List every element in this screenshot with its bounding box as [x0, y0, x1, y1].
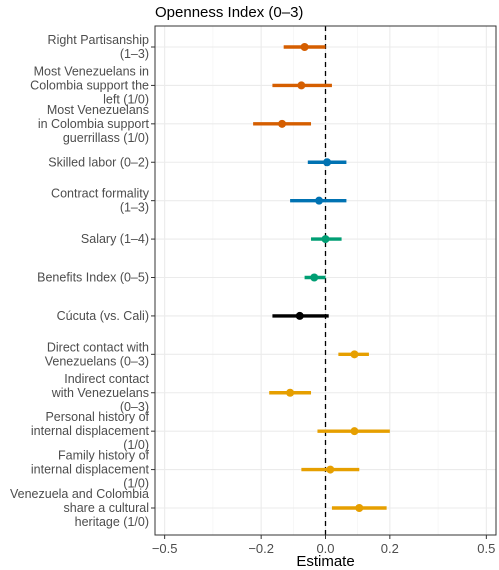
y-category-label-line: Cúcuta (vs. Cali) [57, 309, 149, 323]
y-category-label-line: (1/0) [123, 438, 149, 452]
x-axis: −0.5 −0.2 0.0 0.2 0.5 [152, 535, 495, 556]
y-category-label: Cúcuta (vs. Cali) [57, 309, 149, 323]
y-category-label-line: (1/0) [123, 477, 149, 491]
y-category-label-line: Colombia support the [30, 78, 149, 92]
y-category-label: Contract formality (1–3) [51, 187, 150, 215]
y-category-label-line: Venezuela and Colombia [10, 487, 149, 501]
y-category-label: Skilled labor (0–2) [48, 155, 149, 169]
y-category-label-line: guerrillass (1/0) [63, 131, 149, 145]
point-estimate [300, 43, 309, 51]
point-estimate [355, 504, 364, 512]
y-category-label: Right Partisanship (1–3) [48, 33, 149, 61]
point-estimate [321, 235, 330, 244]
point-estimate [326, 465, 335, 474]
x-tick-label: 0.2 [381, 541, 399, 556]
point-estimate [295, 311, 304, 320]
y-category-label-line: in Colombia support [38, 117, 150, 131]
point-estimate [286, 388, 295, 397]
y-category-label-line: internal displacement [31, 463, 150, 477]
y-category-label: Family history of internal displacement (1… [31, 449, 150, 491]
y-category-label: Direct contact with Venezuelans (0–3) [45, 340, 149, 368]
y-category-label-line: share a cultural [64, 501, 149, 515]
point-estimate [310, 273, 319, 282]
y-category-label-line: Skilled labor (0–2) [48, 155, 149, 169]
y-category-label-line: with Venezuelans [51, 386, 149, 400]
chart-title: Openness Index (0–3) [155, 4, 303, 21]
coefficient-series [253, 43, 390, 512]
y-category-label-line: Personal history of [45, 410, 149, 424]
y-category-label: Personal history of internal displacement… [31, 410, 150, 452]
y-category-label-line: Indirect contact [64, 372, 149, 386]
y-category-label-line: Contract formality [51, 187, 150, 201]
point-estimate [315, 196, 324, 205]
point-estimate [323, 158, 332, 167]
y-category-label-line: Most Venezuelans in [34, 64, 149, 78]
x-tick-label: 0.0 [316, 541, 334, 556]
y-category-label-line: (1–3) [120, 47, 149, 61]
y-category-label: Benefits Index (0–5) [37, 271, 149, 285]
point-estimate [350, 427, 359, 436]
y-category-label-line: Benefits Index (0–5) [37, 271, 149, 285]
y-category-label: Salary (1–4) [81, 232, 149, 246]
y-category-label-line: Salary (1–4) [81, 232, 149, 246]
x-tick-label: −0.5 [152, 541, 178, 556]
y-category-label-line: left (1/0) [103, 92, 149, 106]
y-category-label-line: Family history of [58, 449, 150, 463]
y-category-label: Most Venezuelans in Colombia support the l… [30, 64, 149, 106]
y-axis-labels: Right Partisanship (1–3)Most Venezuelans … [10, 33, 155, 529]
x-tick-label: −0.2 [248, 541, 274, 556]
y-category-label: Venezuela and Colombia share a cultural he… [10, 487, 149, 529]
point-estimate [278, 119, 287, 128]
y-category-label-line: (1–3) [120, 201, 149, 215]
y-category-label-line: (0–3) [120, 400, 149, 414]
x-tick-label: 0.5 [477, 541, 495, 556]
y-category-label-line: Direct contact with [47, 340, 149, 354]
point-estimate [297, 81, 306, 90]
x-axis-title: Estimate [296, 553, 354, 570]
y-category-label-line: Venezuelans (0–3) [45, 354, 149, 368]
y-category-label: Most Venezuelans in Colombia support guerr… [38, 103, 150, 145]
y-category-label-line: heritage (1/0) [75, 515, 149, 529]
y-category-label: Indirect contact with Venezuelans (0–3) [51, 372, 150, 414]
y-category-label-line: Most Venezuelans [47, 103, 149, 117]
y-category-label-line: Right Partisanship [48, 33, 149, 47]
y-category-label-line: internal displacement [31, 424, 150, 438]
point-estimate [350, 350, 359, 359]
